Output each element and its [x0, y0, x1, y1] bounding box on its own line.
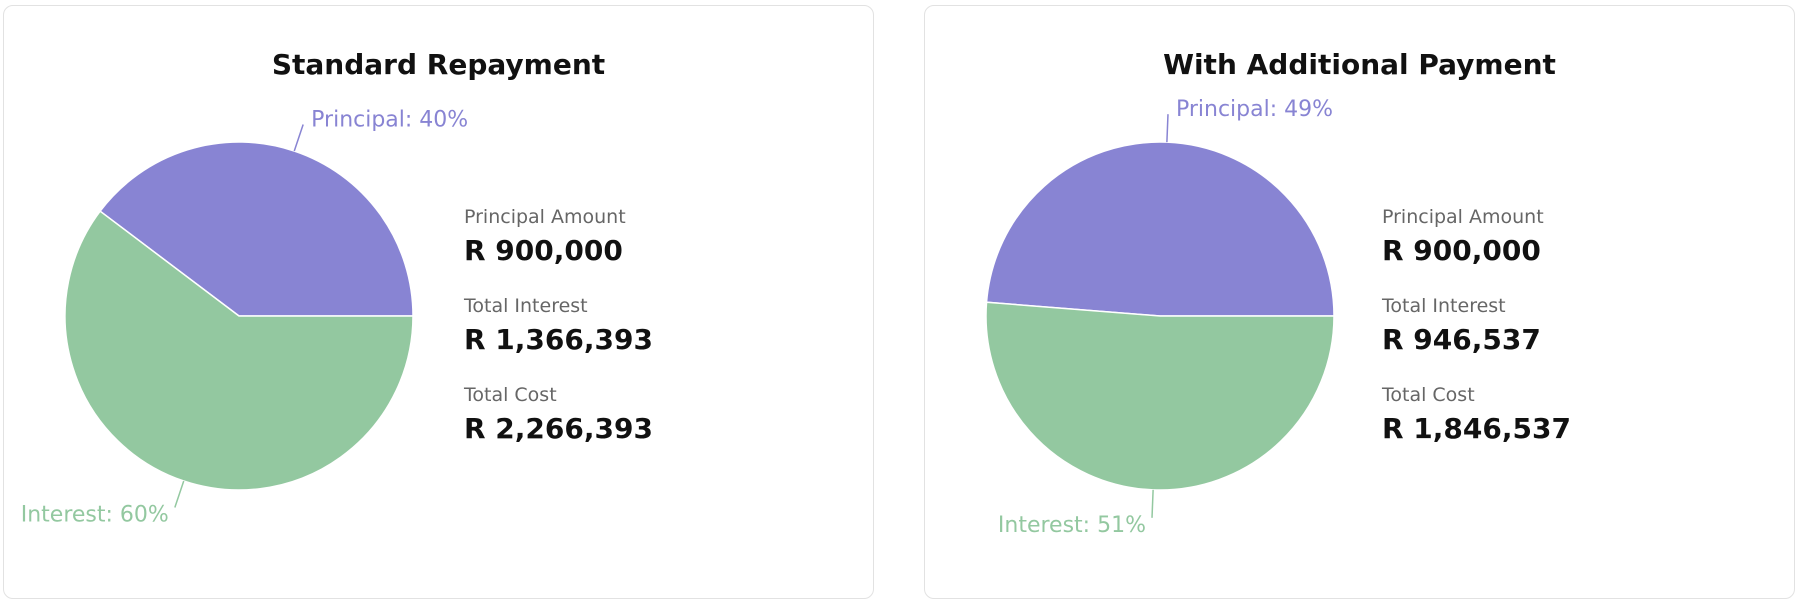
- interest-slice[interactable]: [985, 301, 1335, 491]
- principal-leader-line: [1166, 114, 1169, 143]
- principal-amount-value: R 900,000: [464, 234, 623, 267]
- total-interest-value: R 1,366,393: [464, 323, 653, 356]
- total-cost-label: Total Cost: [1382, 384, 1475, 406]
- interest-slice-label: Interest: 51%: [998, 513, 1146, 538]
- pie-chart-additional: Principal: 49% Interest: 51%: [985, 97, 1335, 538]
- total-interest-label: Total Interest: [1382, 295, 1506, 317]
- interest-leader-line: [1151, 489, 1154, 518]
- interest-slice-label: Interest: 60%: [21, 503, 169, 528]
- principal-leader-line: [293, 124, 304, 152]
- pie-chart-standard: Principal: 40% Interest: 60%: [21, 107, 468, 528]
- principal-amount-label: Principal Amount: [1382, 206, 1544, 228]
- interest-slice[interactable]: [64, 210, 414, 491]
- total-cost-label: Total Cost: [464, 384, 557, 406]
- principal-slice[interactable]: [985, 141, 1335, 317]
- stats-standard: Principal Amount R 900,000 Total Interes…: [464, 206, 653, 473]
- principal-amount-value: R 900,000: [1382, 234, 1541, 267]
- additional-payment-card: With Additional Payment Principal: 49% In…: [924, 5, 1795, 599]
- standard-repayment-card: Standard Repayment Principal: 40% Interes…: [3, 5, 874, 599]
- card-title: With Additional Payment: [1163, 48, 1556, 81]
- principal-slice-label: Principal: 49%: [1176, 97, 1333, 122]
- interest-leader-line: [174, 480, 185, 508]
- total-cost-value: R 1,846,537: [1382, 412, 1571, 445]
- card-title: Standard Repayment: [271, 48, 606, 81]
- total-cost-value: R 2,266,393: [464, 412, 653, 445]
- total-interest-label: Total Interest: [464, 295, 588, 317]
- stats-additional: Principal Amount R 900,000 Total Interes…: [1382, 206, 1571, 473]
- principal-slice-label: Principal: 40%: [311, 107, 468, 132]
- principal-amount-label: Principal Amount: [464, 206, 626, 228]
- total-interest-value: R 946,537: [1382, 323, 1541, 356]
